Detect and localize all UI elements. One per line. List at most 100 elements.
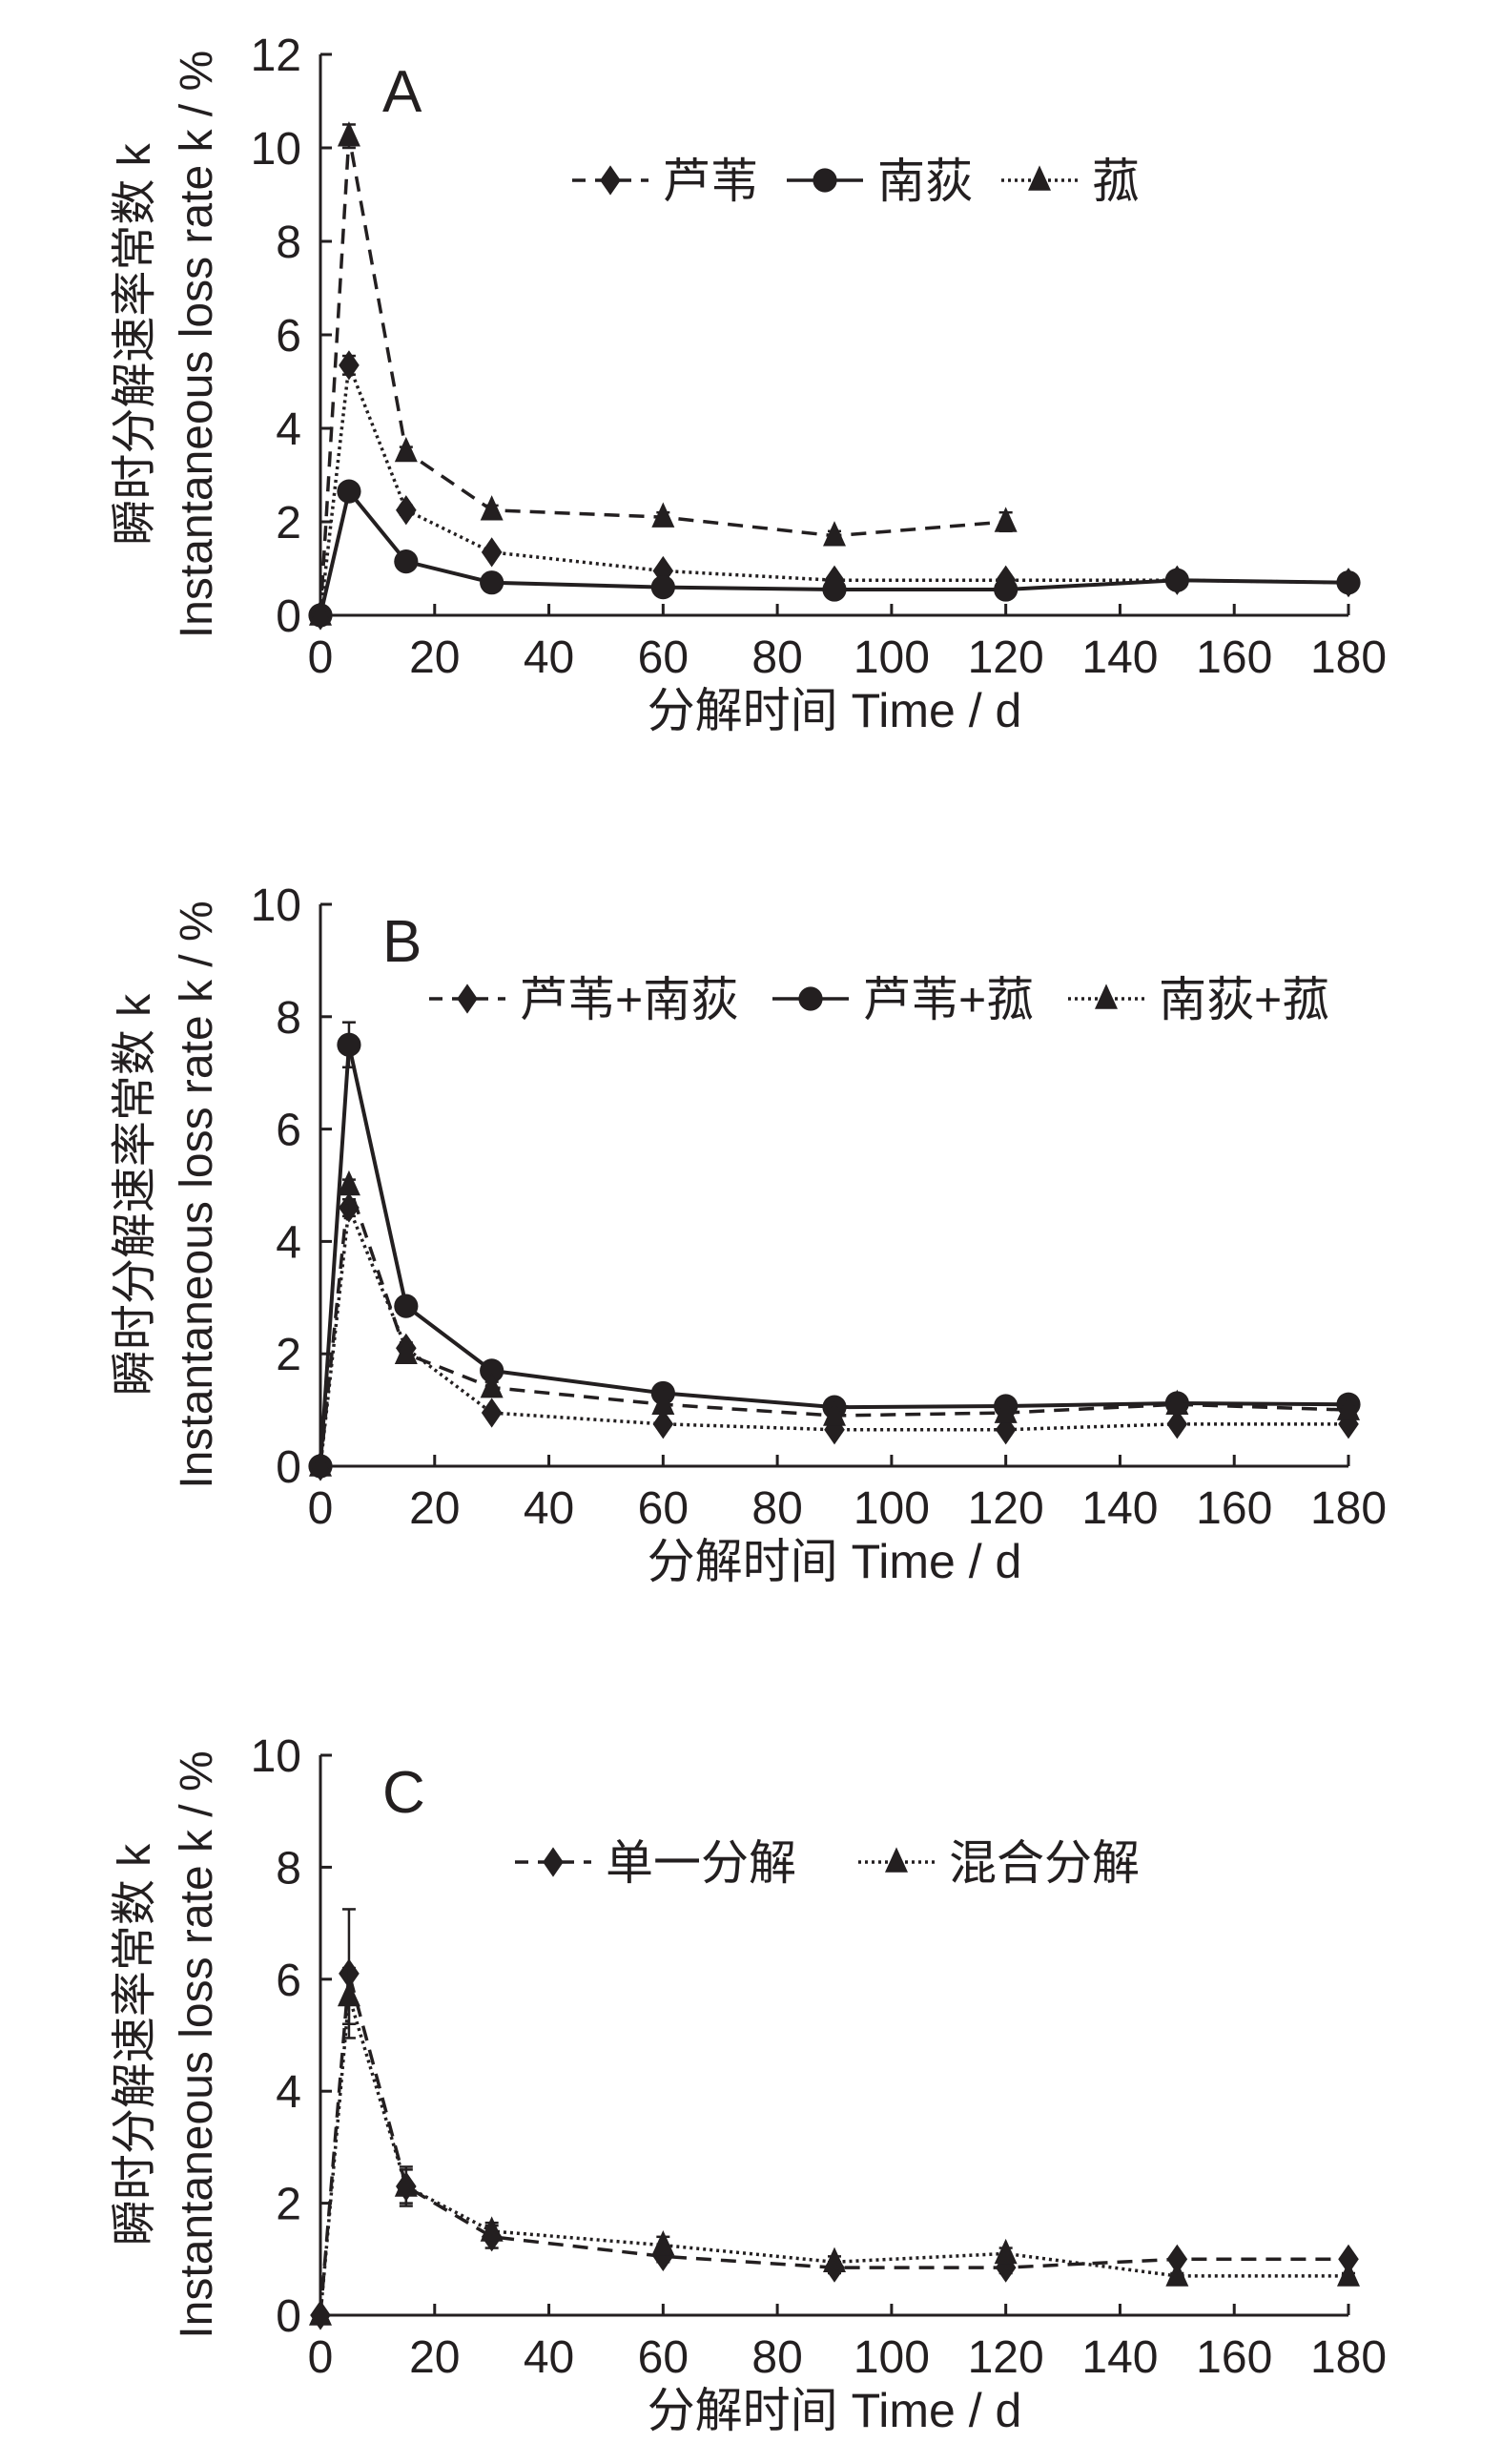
marker-diamond <box>481 537 503 568</box>
marker-diamond <box>339 350 360 381</box>
marker-triangle <box>337 1980 360 2007</box>
legend-label: 南荻+菰 <box>1159 973 1329 1026</box>
x-tick-label: 0 <box>308 1483 334 1534</box>
x-axis-title: 分解时间 Time / d <box>648 684 1022 737</box>
y-axis-title-en: Instantaneous loss rate k / % <box>172 1750 222 2338</box>
marker-triangle <box>994 2238 1018 2265</box>
marker-triangle <box>1095 984 1118 1009</box>
y-tick-label: 4 <box>276 2067 301 2118</box>
marker-diamond <box>600 165 621 196</box>
marker-triangle <box>480 2216 504 2242</box>
y-tick-label: 10 <box>251 1731 301 1782</box>
marker-diamond <box>543 1847 564 1877</box>
x-tick-label: 100 <box>854 632 930 683</box>
x-tick-label: 140 <box>1081 2332 1158 2383</box>
legend: 芦苇+南荻 芦苇+菰 南荻+菰 <box>429 973 1329 1026</box>
marker-triangle <box>885 1847 908 1873</box>
x-axis-title: 分解时间 Time / d <box>648 2384 1022 2437</box>
marker-triangle <box>309 600 332 626</box>
marker-triangle <box>480 1372 504 1398</box>
legend-label: 芦苇+南荻 <box>520 973 738 1026</box>
panel-label: A <box>382 59 422 125</box>
y-tick-label: 2 <box>276 498 301 549</box>
marker-diamond <box>396 495 417 526</box>
y-tick-label: 0 <box>276 2291 301 2342</box>
marker-triangle <box>1028 165 1051 191</box>
marker-triangle <box>1165 1389 1189 1416</box>
y-tick-label: 8 <box>276 993 301 1044</box>
y-tick-label: 0 <box>276 591 301 642</box>
marker-triangle <box>994 1398 1018 1423</box>
marker-circle <box>1336 570 1361 595</box>
marker-triangle <box>994 507 1018 532</box>
marker-triangle <box>394 436 418 463</box>
marker-triangle <box>309 1451 332 1477</box>
x-tick-label: 80 <box>751 1483 802 1534</box>
marker-diamond <box>1166 2244 1188 2274</box>
x-tick-label: 20 <box>409 1483 460 1534</box>
marker-triangle <box>394 2171 418 2197</box>
y-tick-label: 8 <box>276 1843 301 1894</box>
y-tick-label: 4 <box>276 404 301 455</box>
x-tick-label: 120 <box>968 2332 1044 2383</box>
x-tick-label: 160 <box>1196 2332 1272 2383</box>
marker-diamond <box>457 984 478 1014</box>
y-tick-label: 2 <box>276 2180 301 2230</box>
x-tick-label: 180 <box>1310 1483 1387 1534</box>
y-axis-title-cn: 瞬时分解速率常数 k <box>110 142 160 545</box>
y-tick-label: 6 <box>276 1106 301 1156</box>
legend-label: 菰 <box>1092 155 1140 208</box>
marker-circle <box>337 479 361 504</box>
x-tick-label: 20 <box>409 2332 460 2383</box>
marker-triangle <box>1337 2261 1360 2287</box>
marker-triangle <box>480 495 504 521</box>
series-1 <box>309 1966 1360 2326</box>
marker-triangle <box>1337 1395 1360 1420</box>
y-tick-label: 10 <box>251 124 301 175</box>
marker-triangle <box>823 1400 846 1426</box>
y-axis-title-cn: 瞬时分解速率常数 k <box>110 1843 160 2246</box>
marker-circle <box>798 986 823 1011</box>
x-axis-title: 分解时间 Time / d <box>648 1535 1022 1588</box>
marker-triangle <box>651 1389 675 1416</box>
x-tick-label: 0 <box>308 632 334 683</box>
x-tick-label: 40 <box>524 2332 574 2383</box>
marker-triangle <box>1165 2261 1189 2287</box>
x-tick-label: 160 <box>1196 632 1272 683</box>
x-tick-label: 80 <box>751 632 802 683</box>
series-2 <box>309 1170 1360 1477</box>
marker-triangle <box>651 502 675 528</box>
x-tick-label: 120 <box>968 1483 1044 1534</box>
marker-triangle <box>823 521 846 547</box>
y-axis-title-en: Instantaneous loss rate k / % <box>172 901 222 1488</box>
marker-triangle <box>394 1338 418 1364</box>
x-tick-label: 180 <box>1310 632 1387 683</box>
legend-label: 芦苇 <box>663 155 758 208</box>
x-tick-label: 180 <box>1310 2332 1387 2383</box>
legend-label: 南荻 <box>877 155 973 208</box>
y-axis-title-cn: 瞬时分解速率常数 k <box>110 993 160 1396</box>
series-line <box>319 135 1006 616</box>
marker-circle <box>394 549 419 574</box>
marker-triangle <box>651 2230 675 2256</box>
legend: 单一分解 混合分解 <box>515 1836 1140 1890</box>
x-tick-label: 60 <box>638 632 689 683</box>
x-tick-label: 100 <box>854 2332 930 2383</box>
y-axis-title-en: Instantaneous loss rate k / % <box>172 51 222 638</box>
y-tick-label: 0 <box>276 1442 301 1493</box>
marker-diamond <box>652 1409 674 1439</box>
x-tick-label: 120 <box>968 632 1044 683</box>
x-tick-label: 160 <box>1196 1483 1272 1534</box>
marker-circle <box>994 577 1018 602</box>
legend-label: 单一分解 <box>606 1836 796 1890</box>
y-tick-label: 8 <box>276 217 301 268</box>
marker-circle <box>813 168 837 193</box>
x-tick-label: 40 <box>524 632 574 683</box>
marker-circle <box>822 577 847 602</box>
x-tick-label: 0 <box>308 2332 334 2383</box>
marker-diamond <box>1338 2244 1359 2274</box>
x-tick-label: 40 <box>524 1483 574 1534</box>
marker-circle <box>394 1294 419 1318</box>
marker-circle <box>1164 568 1189 592</box>
